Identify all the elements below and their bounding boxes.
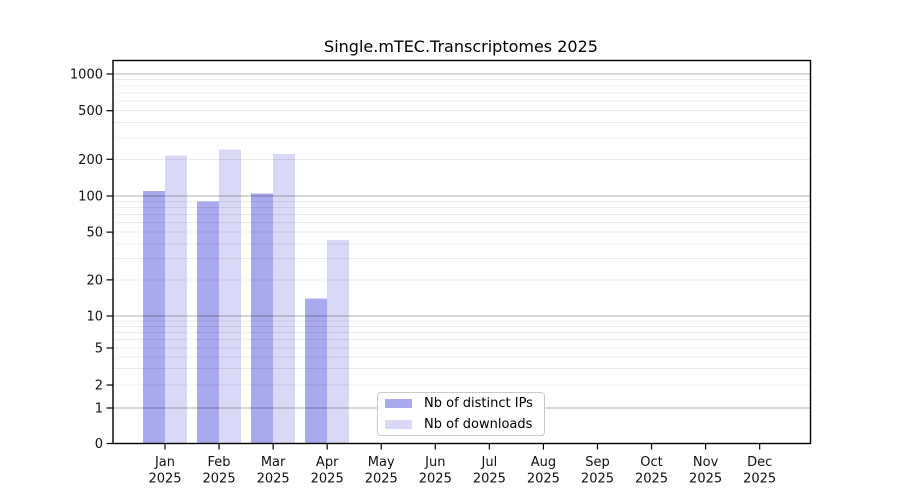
svg-text:Nov: Nov: [693, 455, 719, 470]
bar-downloads-mar: [273, 154, 296, 444]
svg-text:Dec: Dec: [747, 455, 772, 470]
svg-text:500: 500: [78, 104, 103, 119]
svg-text:Apr: Apr: [316, 455, 339, 470]
svg-text:1: 1: [95, 402, 103, 417]
svg-text:2: 2: [95, 379, 103, 394]
svg-text:1000: 1000: [70, 68, 103, 83]
svg-text:100: 100: [78, 190, 103, 205]
svg-text:2025: 2025: [257, 472, 290, 487]
svg-text:2025: 2025: [635, 472, 668, 487]
bar-distinct-ips-feb: [197, 201, 220, 444]
legend: Nb of distinct IPs Nb of downloads: [377, 392, 545, 436]
bar-downloads-apr: [327, 239, 350, 444]
svg-text:Aug: Aug: [531, 455, 556, 470]
bar-downloads-feb: [219, 149, 242, 444]
gridlines: [113, 73, 811, 409]
svg-text:5: 5: [95, 342, 103, 357]
svg-text:10: 10: [86, 310, 103, 325]
svg-text:Sep: Sep: [585, 455, 610, 470]
legend-label-distinct-ips: Nb of distinct IPs: [424, 396, 533, 411]
svg-text:Oct: Oct: [640, 455, 662, 470]
svg-text:Mar: Mar: [261, 455, 286, 470]
legend-label-downloads: Nb of downloads: [424, 417, 533, 432]
legend-item-downloads: Nb of downloads: [385, 416, 544, 434]
svg-text:2025: 2025: [311, 472, 344, 487]
bar-distinct-ips-jan: [143, 190, 165, 444]
svg-text:2025: 2025: [473, 472, 506, 487]
axis-frame: [112, 59, 812, 445]
svg-text:2025: 2025: [419, 472, 452, 487]
bar-distinct-ips-apr: [305, 298, 328, 444]
bar-downloads-jan: [165, 155, 187, 444]
chart-title: Single.mTEC.Transcriptomes 2025: [324, 37, 598, 56]
svg-text:2025: 2025: [581, 472, 614, 487]
legend-swatch-distinct-ips: [385, 399, 412, 408]
svg-text:2025: 2025: [743, 472, 776, 487]
legend-item-distinct-ips: Nb of distinct IPs: [385, 395, 544, 413]
svg-text:0: 0: [95, 437, 103, 452]
axis-ticks-and-labels: 0 1 2 5 10 20 50 100 200 500 1000 Jan 2025 Feb 2025 Mar…: [70, 68, 776, 487]
svg-text:2025: 2025: [148, 472, 181, 487]
bar-distinct-ips-mar: [251, 193, 274, 444]
svg-text:Feb: Feb: [208, 455, 231, 470]
svg-text:200: 200: [78, 153, 103, 168]
svg-text:2025: 2025: [365, 472, 398, 487]
svg-text:2025: 2025: [203, 472, 236, 487]
svg-text:50: 50: [86, 226, 103, 241]
svg-text:Jun: Jun: [424, 455, 445, 470]
bar-group: [143, 149, 350, 444]
svg-text:Jan: Jan: [154, 455, 175, 470]
svg-text:Jul: Jul: [481, 455, 498, 470]
svg-text:2025: 2025: [689, 472, 722, 487]
svg-text:May: May: [368, 455, 395, 470]
legend-swatch-downloads: [385, 420, 412, 429]
svg-text:2025: 2025: [527, 472, 560, 487]
svg-text:20: 20: [86, 273, 103, 288]
